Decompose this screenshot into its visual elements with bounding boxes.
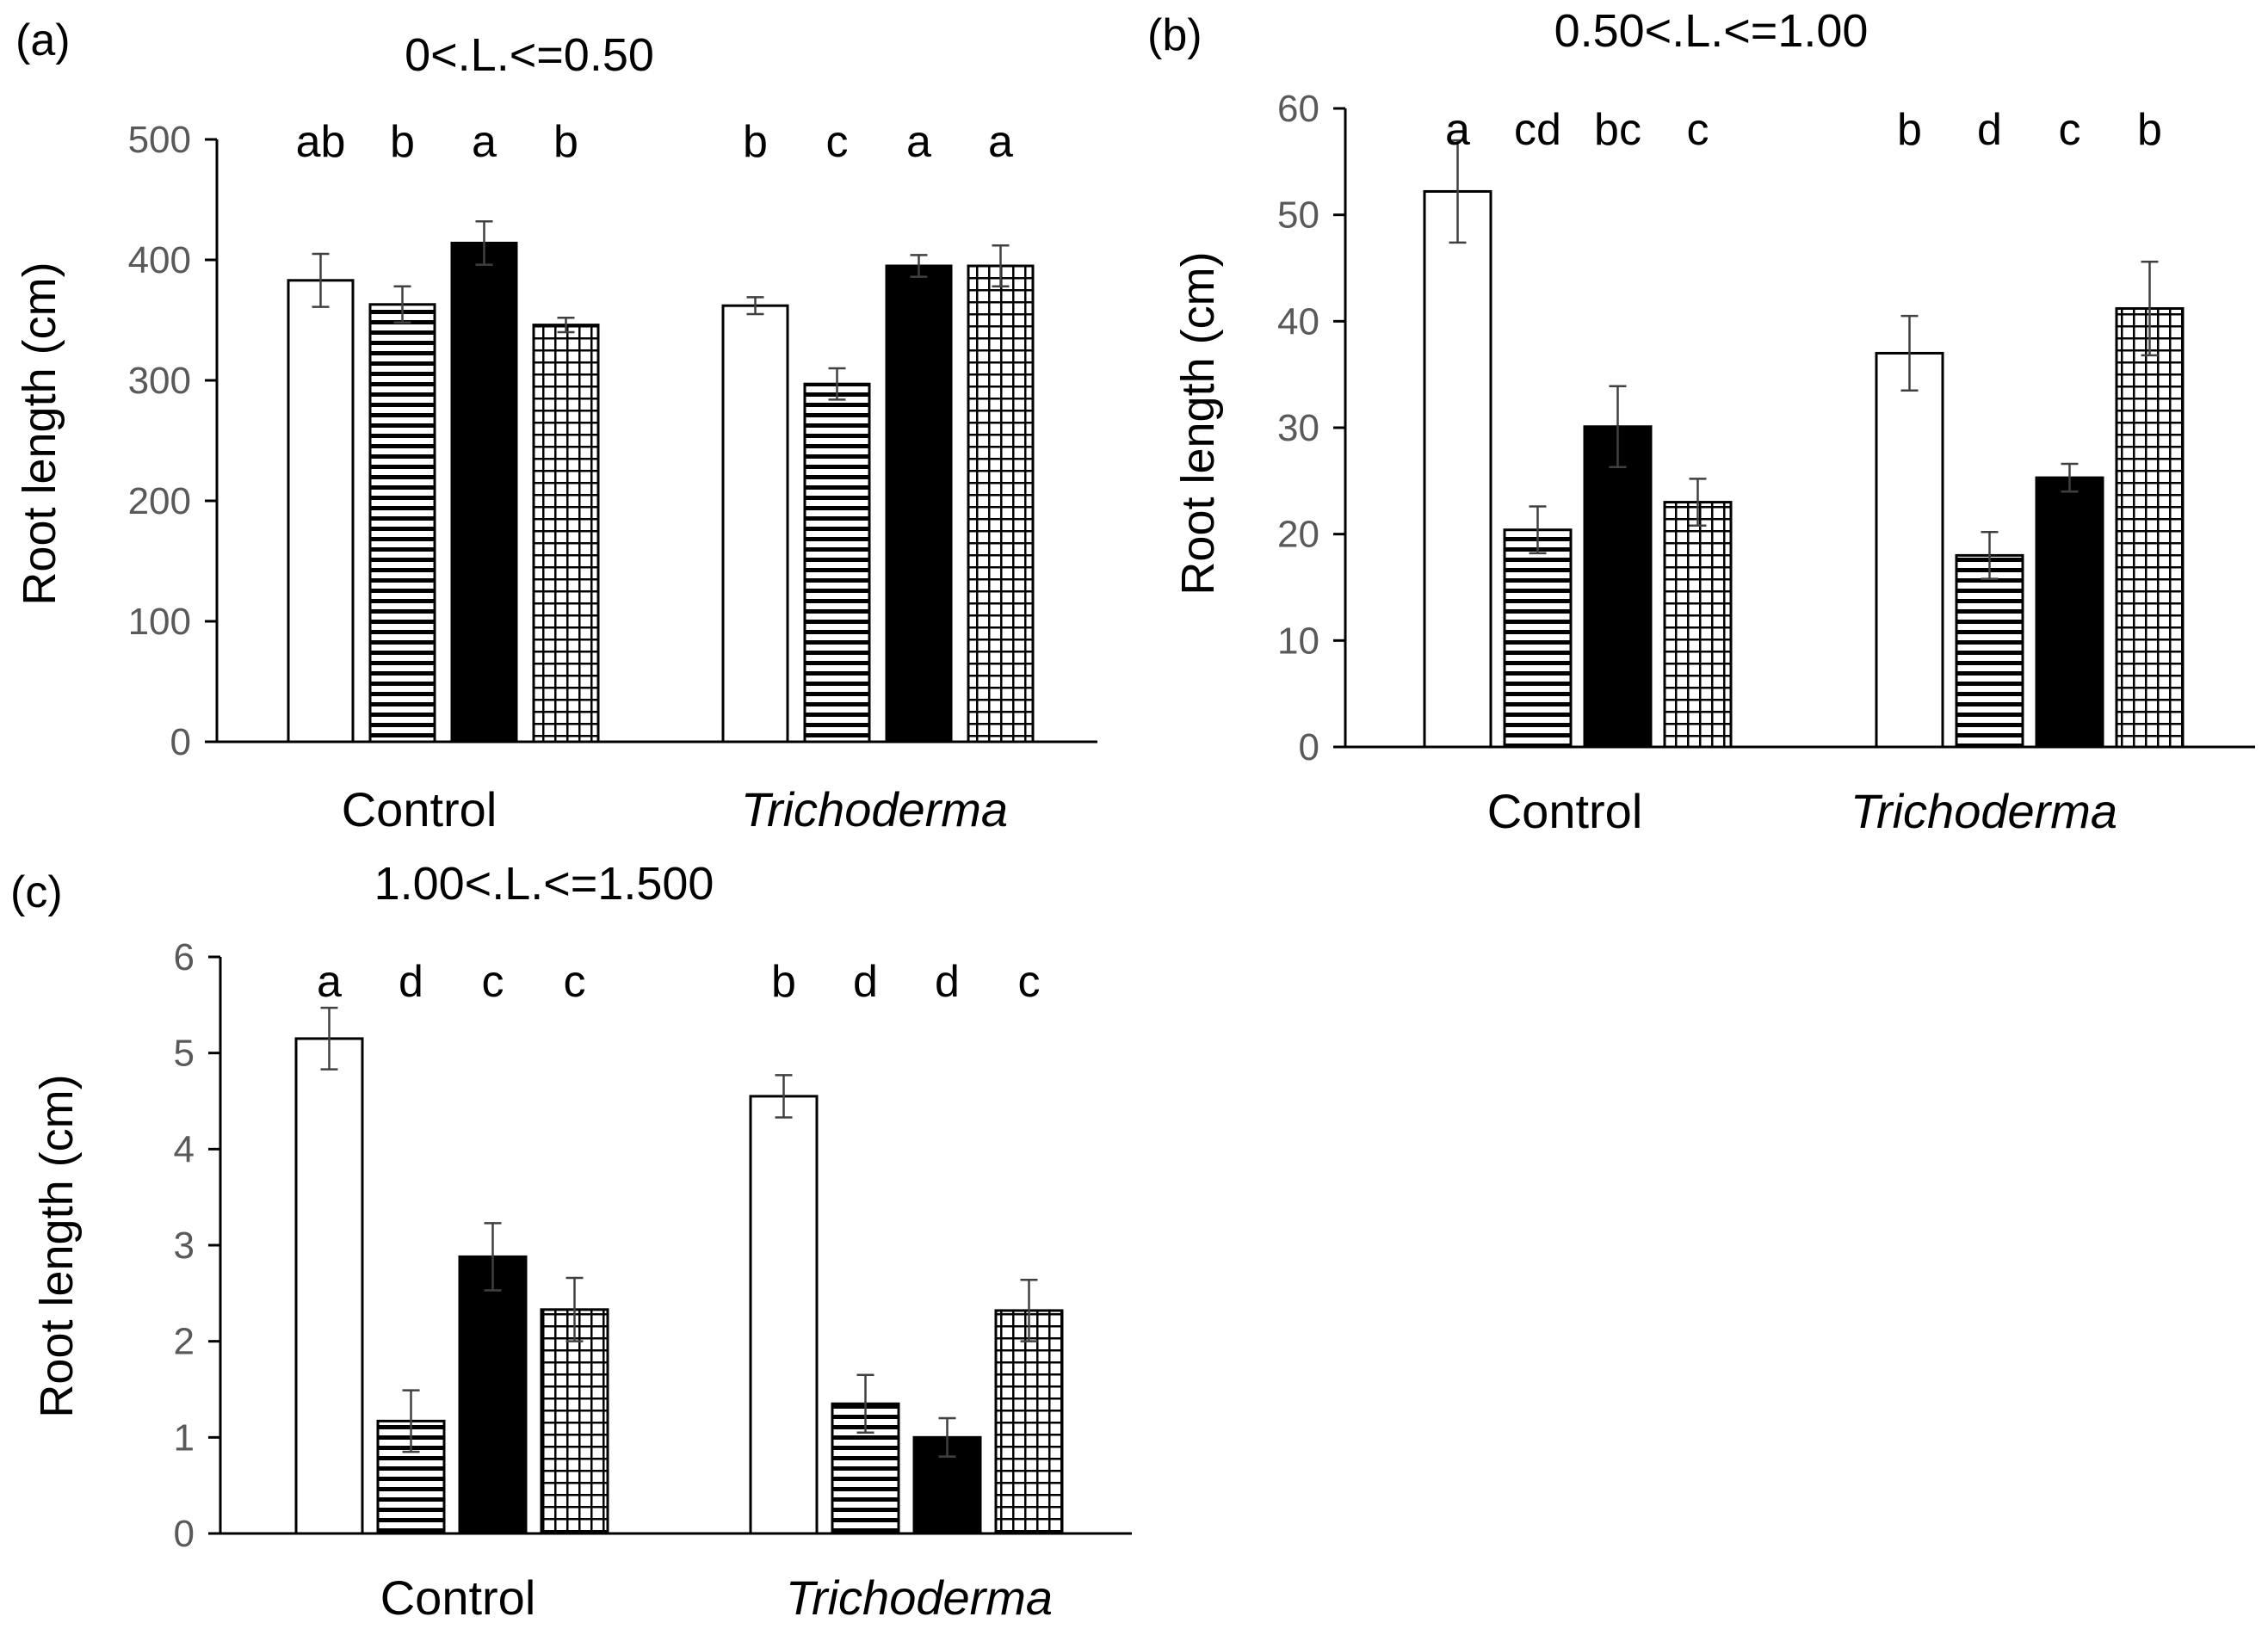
x-category-label-control: Control — [1487, 784, 1643, 838]
panel-letter: (b) — [1147, 10, 1202, 60]
panel-a: (a) 0<.L.<=0.50 Root length (cm) 0 100 200… — [14, 15, 1097, 836]
bar-control-4 — [540, 1308, 609, 1535]
y-tick-label: 0 — [1299, 726, 1319, 768]
panel-title: 0<.L.<=0.50 — [405, 29, 654, 81]
significance-letter: c — [482, 957, 504, 1007]
y-tick-label: 20 — [1277, 514, 1319, 556]
panel-letter: (c) — [10, 867, 63, 917]
y-tick-label: 200 — [128, 480, 191, 522]
bar-trichoderma-4 — [994, 1309, 1064, 1535]
x-category-label-trichoderma: Trichoderma — [741, 782, 1008, 836]
bar-control-3 — [450, 241, 518, 744]
x-category-label-trichoderma: Trichoderma — [1851, 784, 2117, 838]
bar-trichoderma-1 — [1875, 351, 1944, 749]
y-tick-label: 2 — [174, 1321, 195, 1363]
bar-trichoderma-2 — [803, 382, 871, 744]
significance-letter: b — [553, 117, 578, 167]
y-axis-title: Root length (cm) — [14, 262, 65, 605]
panel-title: 0.50<.L.<=1.00 — [1554, 5, 1869, 57]
y-tick-label: 0 — [174, 1513, 195, 1555]
x-category-label-control: Control — [342, 782, 497, 836]
y-axis-title: Root length (cm) — [1172, 251, 1224, 595]
bar-control-1 — [294, 1037, 364, 1535]
bar-trichoderma-1 — [749, 1095, 819, 1535]
bar-trichoderma-1 — [721, 304, 789, 744]
significance-letter: b — [743, 117, 768, 167]
bar-control-4 — [532, 324, 600, 744]
significance-letter: c — [1687, 105, 1709, 155]
significance-letter: b — [390, 117, 415, 167]
y-tick-label: 10 — [1277, 620, 1319, 662]
bar-control-3 — [458, 1255, 528, 1535]
y-tick-label: 50 — [1277, 194, 1319, 237]
panel-c: (c) 1.00<.L.<=1.500 Root length (cm) 0 1 2… — [10, 858, 1132, 1625]
bar-control-1 — [1423, 189, 1492, 749]
bar-control-4 — [1663, 501, 1733, 749]
significance-letter: d — [853, 957, 878, 1007]
significance-letter: b — [2137, 105, 2162, 155]
y-tick-label: 40 — [1277, 300, 1319, 342]
bar-trichoderma-2 — [1955, 553, 2024, 749]
y-tick-label: 6 — [174, 936, 195, 978]
x-category-label-trichoderma: Trichoderma — [786, 1570, 1053, 1625]
significance-letter: a — [472, 117, 497, 167]
bar-marks: a cd bc c b d c b — [1423, 105, 2185, 749]
y-axis-ticks: 0 1 2 3 4 5 6 — [174, 936, 220, 1555]
significance-letter: ab — [296, 117, 346, 167]
significance-letter: d — [935, 957, 960, 1007]
y-tick-label: 5 — [174, 1033, 195, 1075]
bar-control-1 — [287, 279, 355, 744]
significance-letter: a — [317, 957, 342, 1007]
y-axis-title: Root length (cm) — [31, 1074, 83, 1417]
y-tick-label: 1 — [174, 1416, 195, 1459]
panel-title: 1.00<.L.<=1.500 — [374, 858, 714, 910]
significance-letter: c — [564, 957, 586, 1007]
bar-trichoderma-3 — [2035, 476, 2104, 749]
bar-control-2 — [368, 303, 436, 744]
bar-control-3 — [1583, 425, 1653, 749]
significance-letter: c — [826, 117, 849, 167]
bar-control-2 — [1503, 528, 1573, 749]
significance-letter: cd — [1514, 105, 1561, 155]
y-tick-label: 3 — [174, 1225, 195, 1267]
significance-letter: a — [1445, 105, 1470, 155]
significance-letter: bc — [1594, 105, 1641, 155]
x-category-label-control: Control — [380, 1570, 536, 1625]
y-tick-label: 400 — [128, 239, 191, 281]
bar-marks: ab b a b b c a a — [287, 117, 1035, 744]
y-tick-label: 0 — [170, 721, 191, 763]
significance-letter: c — [1018, 957, 1041, 1007]
panel-b: (b) 0.50<.L.<=1.00 Root length (cm) 0 10 2… — [1147, 5, 2255, 838]
significance-letter: b — [1897, 105, 1922, 155]
y-tick-label: 300 — [128, 360, 191, 402]
y-tick-label: 100 — [128, 601, 191, 643]
bar-trichoderma-4 — [967, 264, 1035, 744]
y-axis-ticks: 0 10 20 30 40 50 60 — [1277, 88, 1345, 768]
y-tick-label: 500 — [128, 119, 191, 161]
y-tick-label: 60 — [1277, 88, 1319, 130]
significance-letter: a — [988, 117, 1013, 167]
y-tick-label: 30 — [1277, 407, 1319, 449]
y-tick-label: 4 — [174, 1128, 195, 1170]
significance-letter: c — [2059, 105, 2081, 155]
y-axis-ticks: 0 100 200 300 400 500 — [128, 119, 217, 763]
bar-trichoderma-4 — [2115, 306, 2185, 749]
significance-letter: d — [1977, 105, 2002, 155]
bar-trichoderma-3 — [885, 264, 953, 744]
significance-letter: b — [771, 957, 796, 1007]
significance-letter: d — [399, 957, 423, 1007]
significance-letter: a — [906, 117, 931, 167]
panel-letter: (a) — [15, 15, 71, 65]
